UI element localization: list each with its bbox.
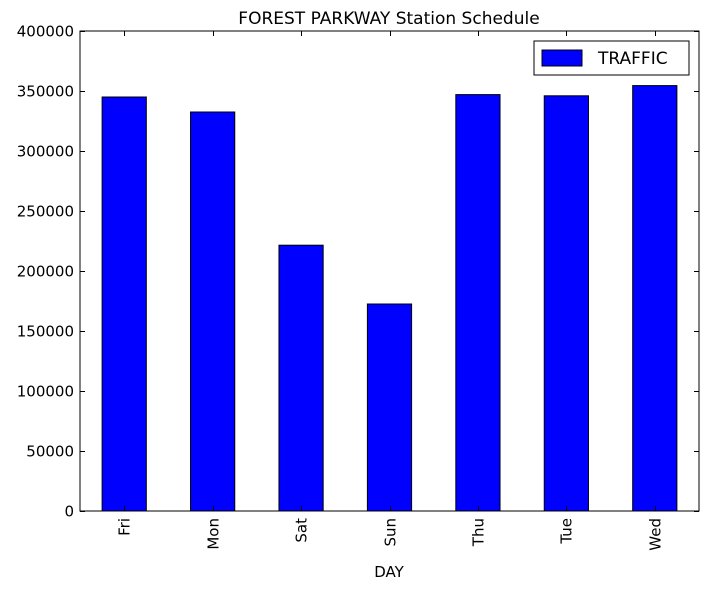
- x-tick-label-sat: Sat: [293, 518, 311, 543]
- bar-tue: [543, 95, 589, 512]
- bar-fri: [101, 96, 147, 512]
- legend-label: TRAFFIC: [597, 49, 668, 69]
- y-tick-label: 50000: [26, 443, 74, 461]
- bar-wed: [632, 85, 678, 512]
- y-tick-label: 350000: [17, 83, 74, 101]
- y-axis: 0 50000 100000 150000 200000 250000 300000 3500…: [17, 23, 699, 521]
- bar-sat: [278, 244, 324, 512]
- legend-swatch: [541, 49, 583, 67]
- x-tick-label-thu: Thu: [470, 518, 488, 547]
- y-tick-label: 250000: [17, 203, 74, 221]
- x-tick-label-tue: Tue: [558, 518, 576, 545]
- y-tick-label: 200000: [17, 263, 74, 281]
- bar-mon: [190, 111, 236, 512]
- y-tick-label: 100000: [17, 383, 74, 401]
- legend: TRAFFIC: [533, 40, 690, 76]
- bar-thu: [455, 94, 501, 512]
- x-tick-label-sun: Sun: [382, 518, 400, 547]
- x-axis: Fri Mon Sat Sun Thu Tue Wed: [116, 31, 665, 551]
- chart-title: FOREST PARKWAY Station Schedule: [238, 9, 539, 29]
- x-axis-label: DAY: [374, 563, 404, 581]
- bar-sun: [366, 303, 413, 512]
- x-tick-label-fri: Fri: [116, 518, 134, 536]
- y-tick-label: 400000: [17, 23, 74, 41]
- x-tick-label-wed: Wed: [647, 518, 665, 551]
- y-tick-label: 0: [64, 503, 74, 521]
- bars-group: [101, 85, 678, 512]
- x-tick-label-mon: Mon: [205, 518, 223, 550]
- y-tick-label: 300000: [17, 143, 74, 161]
- y-tick-label: 150000: [17, 323, 74, 341]
